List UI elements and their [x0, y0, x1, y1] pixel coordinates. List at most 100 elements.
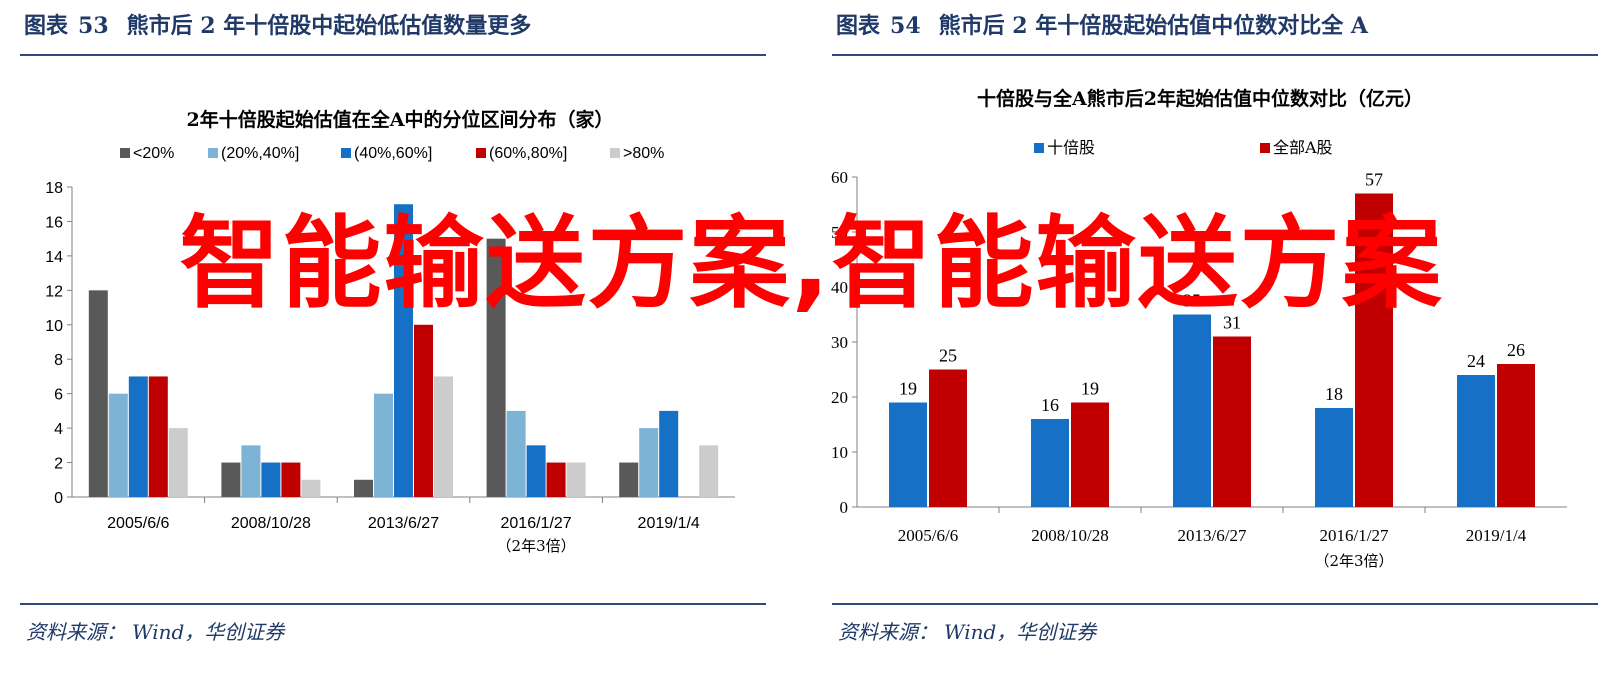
- figure-54-source: 资料来源： Wind，华创证券: [838, 616, 1096, 645]
- fig53-legend-swatch-3: [476, 148, 486, 158]
- figure-53-source-prefix: 资料来源：: [26, 620, 126, 644]
- fig54-bar-1-1: [1071, 402, 1109, 507]
- fig54-x-tick-label-1: 2008/10/28: [1031, 526, 1108, 545]
- fig53-y-tick-label-9: 18: [45, 180, 63, 197]
- fig54-y-tick-label-0: 0: [840, 498, 849, 517]
- fig53-bar-1-2: [261, 462, 281, 497]
- fig54-y-tick-label-3: 30: [831, 333, 848, 352]
- fig54-data-label-0-0: 19: [899, 379, 917, 399]
- fig53-y-tick-label-3: 6: [54, 387, 63, 404]
- figure-54-chart: 十倍股与全A熊市后2年起始估值中位数对比（亿元） 十倍股 全部A股 0 10 20 30 40…: [831, 87, 1567, 570]
- fig54-chart-title: 十倍股与全A熊市后2年起始估值中位数对比（亿元）: [977, 87, 1423, 110]
- fig53-bar-3-0: [486, 238, 506, 497]
- fig54-data-label-2-1: 31: [1223, 313, 1241, 333]
- fig53-y-tick-label-7: 14: [45, 249, 63, 266]
- fig54-legend-swatch-1: [1260, 143, 1270, 153]
- fig53-legend-swatch-2: [341, 148, 351, 158]
- figure-53-source-text: Wind，华创证券: [132, 620, 285, 644]
- fig54-x-tick-label-0: 2005/6/6: [898, 526, 958, 545]
- figure-53-source: 资料来源： Wind，华创证券: [26, 616, 284, 645]
- fig54-bar-4-1: [1497, 364, 1535, 507]
- fig54-bar-2-0: [1173, 314, 1211, 507]
- fig54-data-label-3-1: 57: [1365, 170, 1383, 190]
- figure-53-number: 53: [78, 13, 109, 39]
- figure-54-top-rule: [832, 54, 1598, 56]
- fig53-bar-1-3: [281, 462, 301, 497]
- fig53-y-tick-label-4: 8: [54, 352, 63, 369]
- fig53-bar-3-2: [526, 445, 546, 497]
- fig53-bar-4-4: [699, 445, 719, 497]
- fig53-legend-swatch-1: [208, 148, 218, 158]
- fig53-x-sublabel-3: （2年3倍）: [497, 537, 576, 555]
- fig53-legend-swatch-4: [610, 148, 620, 158]
- fig53-bar-4-2: [659, 410, 679, 497]
- fig53-bar-0-2: [128, 376, 148, 497]
- fig53-legend-label-1: (20%,40%]: [221, 145, 299, 162]
- fig54-bar-1-0: [1031, 419, 1069, 507]
- fig54-y-tick-label-6: 60: [831, 168, 848, 187]
- fig54-y-tick-label-5: 50: [831, 223, 848, 242]
- fig54-data-label-2-0: 35: [1183, 291, 1201, 311]
- fig53-bar-3-1: [506, 410, 526, 497]
- fig53-bar-4-1: [639, 428, 659, 497]
- fig54-legend-label-1: 全部A股: [1273, 138, 1333, 157]
- fig54-data-label-4-1: 26: [1507, 340, 1525, 360]
- fig53-x-tick-label-1: 2008/10/28: [231, 515, 311, 532]
- figure-53-heading: 图表 53 熊市后 2 年十倍股中起始低估值数量更多: [24, 8, 531, 40]
- fig53-legend-label-2: (40%,60%]: [354, 145, 432, 162]
- figure-53-title: 熊市后 2 年十倍股中起始低估值数量更多: [126, 13, 532, 39]
- fig54-y-tick-label-2: 20: [831, 388, 848, 407]
- fig53-x-tick-label-0: 2005/6/6: [107, 515, 169, 532]
- fig53-bar-2-2: [394, 204, 413, 497]
- fig53-legend-label-0: <20%: [133, 145, 174, 162]
- fig54-data-label-4-0: 24: [1467, 351, 1485, 371]
- fig53-y-tick-label-6: 12: [45, 283, 63, 300]
- figure-53-label: 图表: [24, 13, 69, 39]
- fig53-bar-0-4: [168, 428, 188, 497]
- fig53-bar-0-3: [148, 376, 168, 497]
- figure-53-chart: 2年十倍股起始估值在全A中的分位区间分布（家） <20% (20%,40%] (40%…: [45, 108, 735, 555]
- fig54-data-label-1-0: 16: [1041, 395, 1059, 415]
- fig54-data-label-3-0: 18: [1325, 384, 1343, 404]
- fig54-x-tick-label-4: 2019/1/4: [1466, 526, 1527, 545]
- figure-54-source-text: Wind，华创证券: [944, 620, 1097, 644]
- figure-54-source-prefix: 资料来源：: [838, 620, 938, 644]
- fig54-bar-3-1: [1355, 193, 1393, 507]
- fig53-legend-label-4: >80%: [623, 145, 664, 162]
- fig53-y-tick-label-8: 16: [45, 214, 63, 231]
- fig54-legend-swatch-0: [1034, 143, 1044, 153]
- fig53-bar-2-4: [434, 376, 453, 497]
- figure-54-heading: 图表 54 熊市后 2 年十倍股起始估值中位数对比全 A: [836, 8, 1368, 40]
- figure-54-label: 图表: [836, 13, 881, 39]
- fig53-bar-1-0: [221, 462, 241, 497]
- fig54-legend-label-0: 十倍股: [1047, 138, 1095, 157]
- fig53-chart-title: 2年十倍股起始估值在全A中的分位区间分布（家）: [187, 108, 614, 131]
- fig53-y-tick-label-1: 2: [54, 456, 63, 473]
- fig53-bar-4-0: [619, 462, 639, 497]
- fig54-y-tick-label-1: 10: [831, 443, 848, 462]
- fig54-bar-0-1: [929, 369, 967, 507]
- fig53-y-tick-label-5: 10: [45, 318, 63, 335]
- figure-54-bottom-rule: [832, 603, 1598, 605]
- fig53-y-tick-label-0: 0: [54, 490, 63, 507]
- fig53-y-tick-label-2: 4: [54, 421, 63, 438]
- fig54-y-tick-label-4: 40: [831, 278, 848, 297]
- fig53-bar-3-3: [546, 462, 566, 497]
- fig54-bar-0-0: [889, 402, 927, 507]
- figure-53-bottom-rule: [20, 603, 766, 605]
- figure-54-number: 54: [890, 13, 921, 39]
- fig54-x-tick-label-2: 2013/6/27: [1178, 526, 1247, 545]
- fig53-legend-swatch-0: [120, 148, 130, 158]
- fig54-bar-2-1: [1213, 336, 1251, 507]
- fig53-x-tick-label-4: 2019/1/4: [638, 515, 700, 532]
- figure-54-panel: 图表 54 熊市后 2 年十倍股起始估值中位数对比全 A 十倍股与全A熊市后2年起始…: [812, 0, 1623, 683]
- fig53-bar-0-1: [108, 393, 128, 497]
- fig53-bar-1-4: [301, 479, 321, 497]
- fig53-bar-2-0: [354, 479, 373, 497]
- fig53-legend-label-3: (60%,80%]: [489, 145, 567, 162]
- fig53-bar-1-1: [241, 445, 261, 497]
- fig53-bar-3-4: [566, 462, 586, 497]
- fig54-bar-4-0: [1457, 375, 1495, 507]
- fig53-x-tick-label-2: 2013/6/27: [368, 515, 439, 532]
- fig53-bar-2-1: [374, 393, 393, 497]
